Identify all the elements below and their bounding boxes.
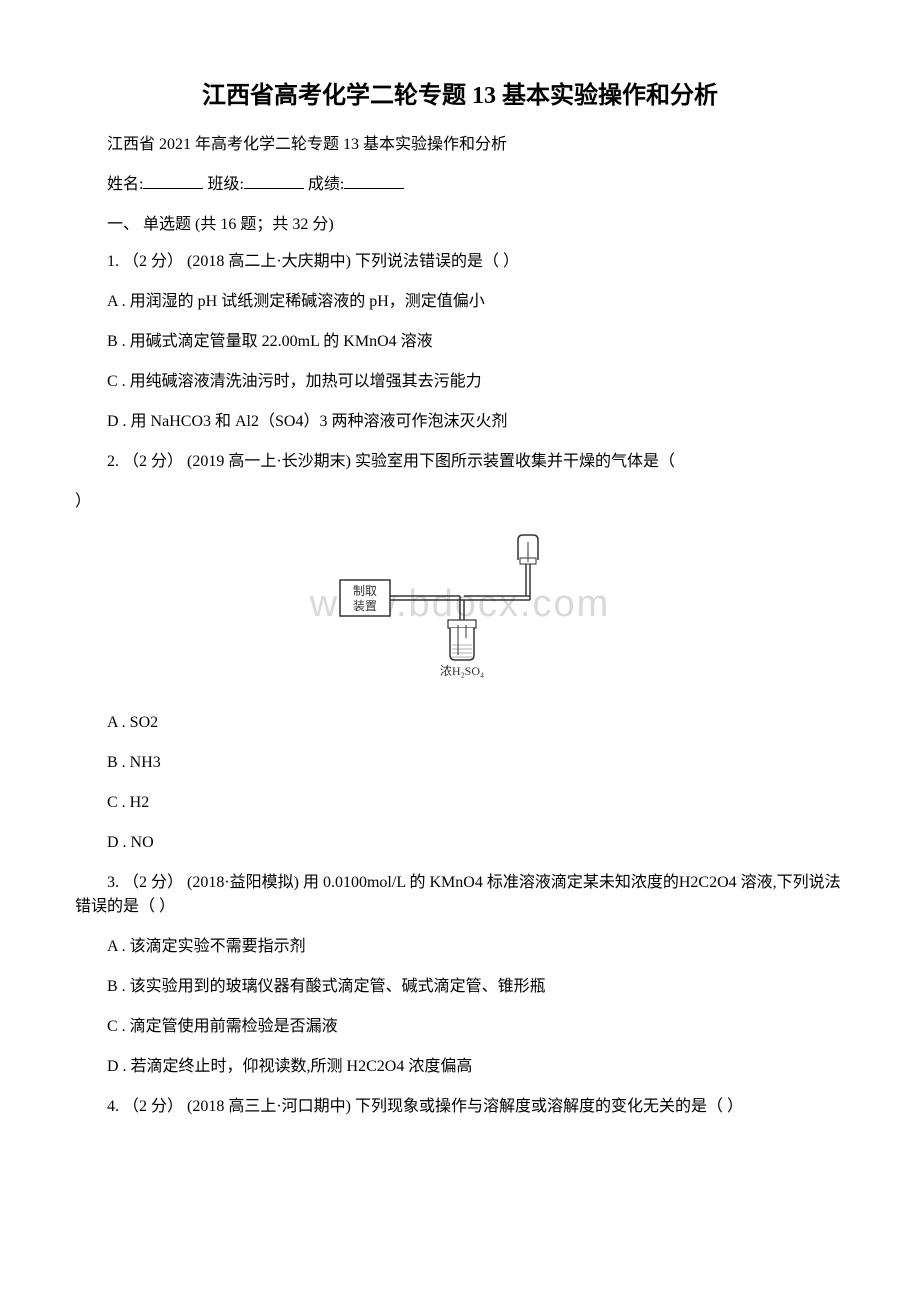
- q2-option-b: B . NH3: [75, 751, 845, 775]
- q2-option-a: A . SO2: [75, 711, 845, 735]
- subtitle: 江西省 2021 年高考化学二轮专题 13 基本实验操作和分析: [75, 130, 845, 154]
- name-label: 姓名:: [107, 176, 143, 193]
- name-blank: [143, 173, 203, 189]
- q1-option-c: C . 用纯碱溶液清洗油污时，加热可以增强其去污能力: [75, 370, 845, 394]
- q1-option-b: B . 用碱式滴定管量取 22.00mL 的 KMnO4 溶液: [75, 330, 845, 354]
- class-blank: [244, 173, 304, 189]
- q2-option-d: D . NO: [75, 831, 845, 855]
- q1-option-a: A . 用润湿的 pH 试纸测定稀碱溶液的 pH，测定值偏小: [75, 290, 845, 314]
- section-header: 一、 单选题 (共 16 题；共 32 分): [75, 210, 845, 234]
- form-line: 姓名: 班级: 成绩:: [75, 170, 845, 194]
- page-title: 江西省高考化学二轮专题 13 基本实验操作和分析: [75, 75, 845, 110]
- q2-stem-part1: 2. （2 分） (2019 高一上·长沙期末) 实验室用下图所示装置收集并干燥…: [75, 450, 845, 474]
- score-label: 成绩:: [308, 176, 344, 193]
- q3-option-d: D . 若滴定终止时，仰视读数,所测 H2C2O4 浓度偏高: [75, 1055, 845, 1079]
- q1-stem: 1. （2 分） (2018 高二上·大庆期中) 下列说法错误的是（ ）: [75, 250, 845, 274]
- svg-text:装置: 装置: [353, 599, 377, 613]
- q3-option-c: C . 滴定管使用前需检验是否漏液: [75, 1015, 845, 1039]
- apparatus-diagram: 制取 装置 浓H₂SO₄: [330, 530, 590, 690]
- q3-option-a: A . 该滴定实验不需要指示剂: [75, 935, 845, 959]
- diagram-container: www.bdocx.com 制取 装置 浓H₂SO₄: [75, 530, 845, 695]
- q3-option-b: B . 该实验用到的玻璃仪器有酸式滴定管、碱式滴定管、锥形瓶: [75, 975, 845, 999]
- q2-stem-part2: ）: [75, 490, 845, 514]
- q1-option-d: D . 用 NaHCO3 和 Al2（SO4）3 两种溶液可作泡沫灭火剂: [75, 410, 845, 434]
- score-blank: [344, 173, 404, 189]
- class-label: 班级:: [207, 176, 243, 193]
- q4-stem: 4. （2 分） (2018 高三上·河口期中) 下列现象或操作与溶解度或溶解度…: [75, 1095, 845, 1119]
- svg-text:浓H₂SO₄: 浓H₂SO₄: [440, 664, 484, 678]
- svg-text:制取: 制取: [353, 584, 377, 598]
- q2-option-c: C . H2: [75, 791, 845, 815]
- q3-stem: 3. （2 分） (2018·益阳模拟) 用 0.0100mol/L 的 KMn…: [75, 871, 845, 919]
